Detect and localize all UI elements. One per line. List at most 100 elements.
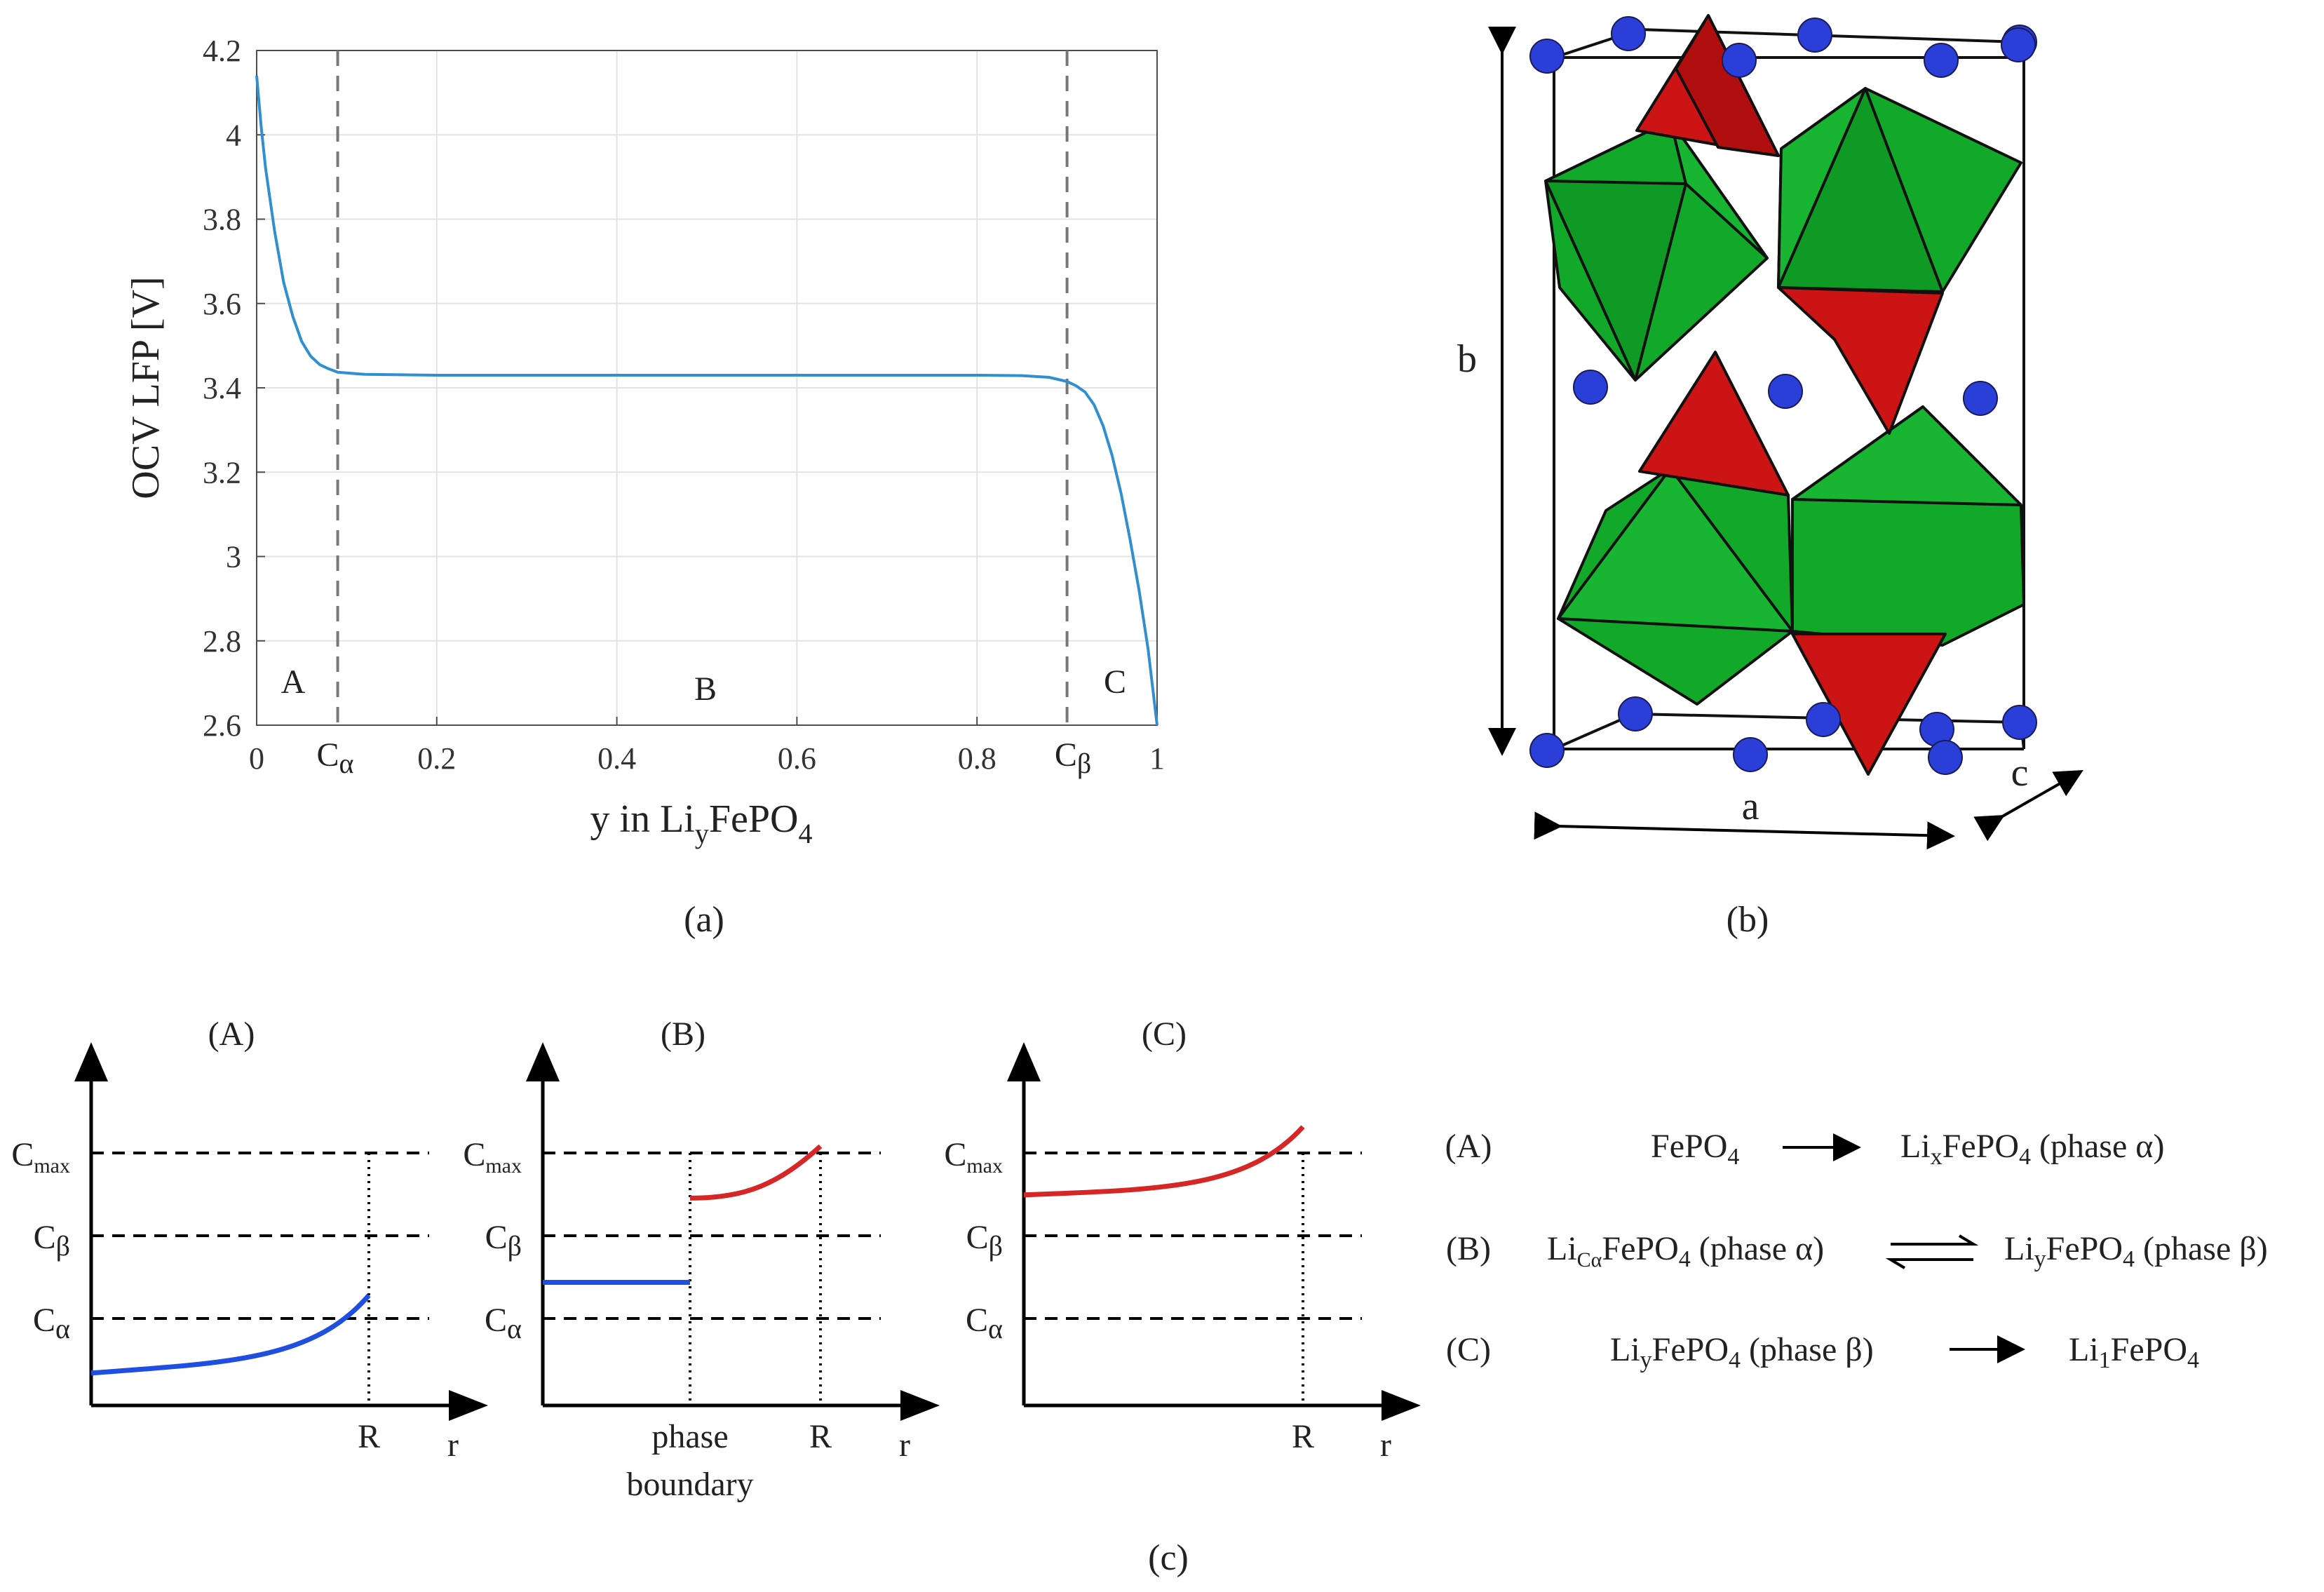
caption-b: (b) [1727,900,1769,940]
beta-phase-profile [1023,1125,1305,1198]
profile-plot: (C) Cmax Cβ Cα R r [944,1016,1421,1464]
r-axis-label: r [899,1426,910,1464]
lithium-ions [1529,16,2037,775]
r-axis-arrowhead [449,1390,488,1421]
reaction-b-product: LiyFePO4 (phase β) [2004,1230,2268,1272]
level-label-max: Cmax [944,1136,1003,1178]
x-tick-label: 0.8 [958,741,997,776]
c-axis-arrowhead [74,1042,108,1081]
level-label-max: Cmax [463,1136,522,1178]
radius-label: R [358,1418,380,1455]
reaction-c-reactant: LiyFePO4 (phase β) [1610,1331,1874,1373]
reaction-c-product: Li1FePO4 [2069,1331,2199,1373]
y-tick-label: 3.6 [203,287,241,321]
x-axis-ticks: 0 0.2 0.4 0.6 0.8 1 [249,717,1165,776]
lithium-ion [1529,733,1565,768]
reaction-b-reactant: LiCαFePO4 (phase α) [1547,1230,1824,1272]
lithium-ion [2001,27,2036,62]
level-label-max: Cmax [11,1136,70,1178]
ocv-chart: 4.2 4 3.8 3.6 3.4 3.2 3 2.8 2.6 0 0.2 0.4 0.6 0.8 1 O… [124,34,1165,940]
reaction-a-product: LixFePO4 (phase α) [1900,1128,2164,1170]
lithium-ion [1733,737,1768,772]
y-tick-label: 4.2 [203,34,241,68]
b-axis-label: b [1457,337,1477,381]
phase-boundary-label: phase [651,1418,728,1455]
phase-boundary-label-2: boundary [626,1466,753,1503]
y-tick-label: 3.8 [203,203,241,237]
c-axis-arrowhead [526,1042,560,1081]
level-label-beta: Cβ [966,1219,1003,1262]
lithium-ion [1611,16,1646,51]
x-tick-label: 0.4 [597,741,636,776]
fe-octahedron-top-right [1777,87,2022,293]
profile-plot-title: (A) [208,1016,255,1053]
y-tick-label: 2.6 [203,708,241,743]
po4-tetrahedra [1635,14,1947,776]
r-axis-arrowhead [1381,1390,1421,1421]
y-tick-label: 3 [226,540,241,574]
level-label-beta: Cβ [485,1219,522,1262]
beta-phase-profile [689,1144,823,1201]
r-axis-arrowhead [900,1390,940,1421]
profile-plot: (B) Cmax Cβ Cα R r phase boundary [463,1016,940,1503]
reaction-a-reactant: FePO4 [1651,1128,1739,1170]
c-alpha-tick-label: Cα [317,736,354,779]
c-axis-arrowhead [1007,1042,1041,1081]
x-tick-label: 1 [1149,741,1165,776]
reaction-b: (B) LiCαFePO4 (phase α) LiyFePO4 (phase … [1446,1230,2268,1272]
crystal-structure: b a c (b) [1457,14,2083,940]
y-tick-label: 2.8 [203,624,241,659]
reaction-c: (C) LiyFePO4 (phase β) Li1FePO4 [1446,1331,2199,1373]
level-label-beta: Cβ [34,1219,70,1262]
y-tick-label: 3.4 [203,371,241,405]
lithium-ion [1924,43,1959,78]
region-c-label: C [1104,663,1126,701]
y-axis-label: OCV LFP [V] [124,276,168,499]
lithium-ion [1768,374,1803,409]
profile-plot-title: (B) [661,1016,705,1053]
phase-markers [336,50,1069,725]
level-label-alpha: Cα [33,1302,70,1344]
x-tick-label: 0.6 [778,741,816,776]
lithium-ion [1806,702,1841,737]
c-axis-label: c [2011,751,2029,795]
caption-c: (c) [1148,1538,1189,1578]
a-axis-arrow [1534,811,1955,850]
c-axis-arrow [1973,770,2083,842]
lithium-ion [1529,39,1565,74]
region-b-label: B [694,670,717,708]
x-tick-label: 0.2 [417,741,456,776]
caption-a: (a) [684,900,724,940]
radius-label: R [809,1418,832,1455]
radius-label: R [1292,1418,1314,1455]
y-axis-ticks: 4.2 4 3.8 3.6 3.4 3.2 3 2.8 2.6 [203,34,265,743]
lithium-ion [2002,705,2037,740]
lithium-ion [1928,740,1963,775]
ocv-series [255,75,1158,726]
r-axis-label: r [447,1426,459,1464]
r-axis-label: r [1380,1426,1391,1464]
reaction-c-tag: (C) [1446,1331,1491,1368]
fe-octahedron-top-left [1544,119,1769,382]
lithium-ion [1722,43,1757,78]
level-label-alpha: Cα [966,1302,1003,1344]
lithium-ion [1573,370,1608,405]
level-label-alpha: Cα [485,1302,522,1344]
lithium-ion [1797,18,1832,53]
reaction-b-equilibrium-arrows [1885,1234,1979,1269]
c-beta-tick-label: Cβ [1055,736,1091,779]
x-axis-label: y in LiyFePO4 [590,797,813,849]
lithium-ion [1618,696,1653,731]
region-a-label: A [281,663,306,701]
profile-plot-title: (C) [1142,1016,1187,1053]
reaction-a: (A) FePO4 LixFePO4 (phase α) [1445,1128,2165,1170]
reaction-a-tag: (A) [1445,1128,1492,1165]
chart-grid [256,50,1158,726]
fe-octahedron-bottom-left [1557,467,1794,706]
lithium-ion [1963,381,1998,416]
y-tick-label: 3.2 [203,455,241,490]
a-axis-label: a [1742,785,1759,828]
